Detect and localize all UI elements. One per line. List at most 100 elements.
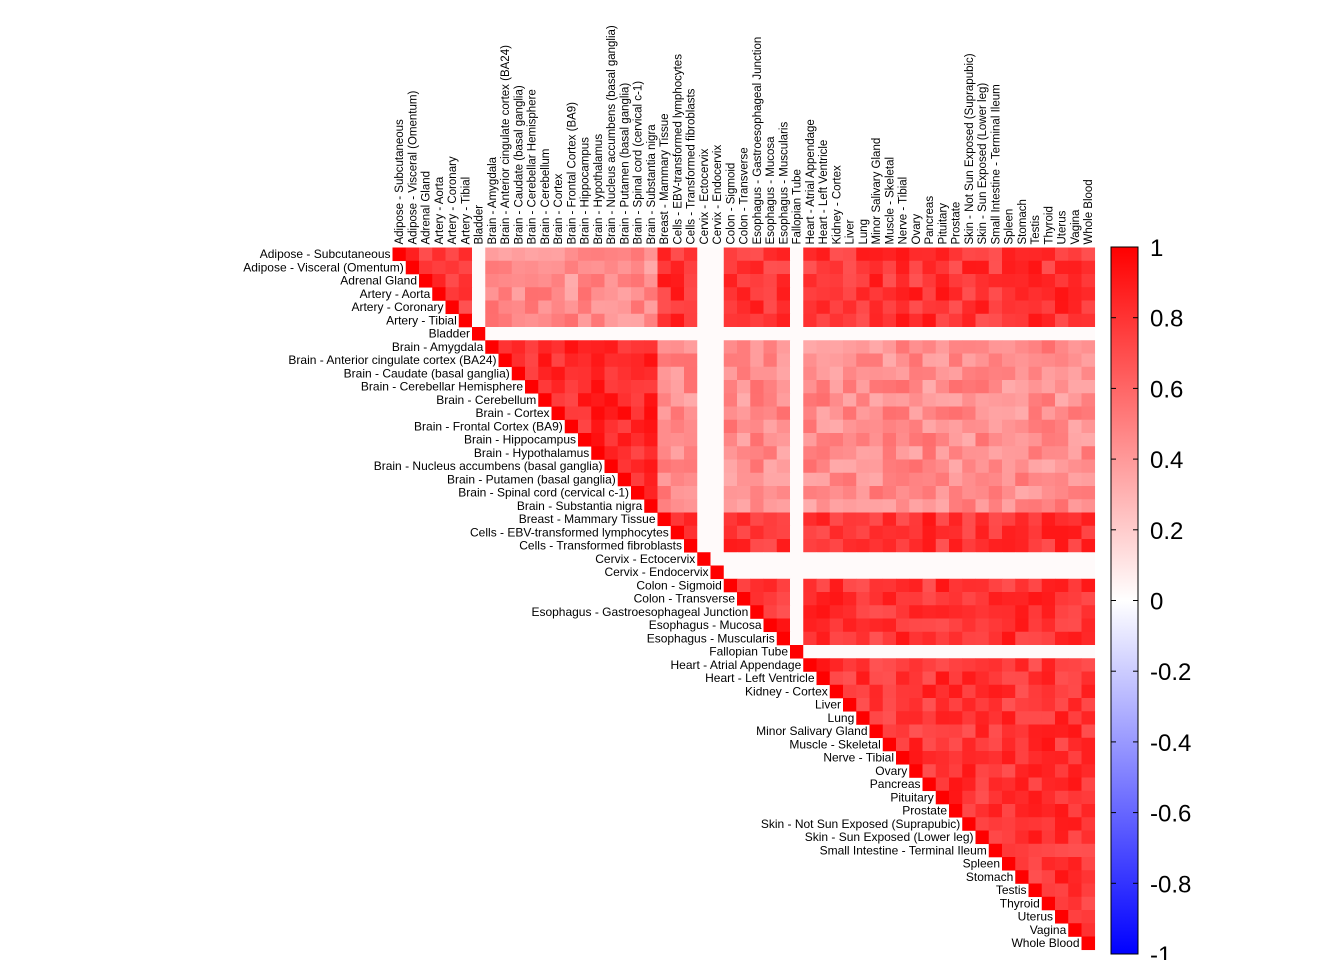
heatmap-cell [882,737,897,752]
heatmap-cell [525,366,539,381]
column-label: Esophagus - Gastroesophageal Junction [752,37,764,245]
heatmap-cell [922,380,937,394]
heatmap-cell [723,499,738,513]
heatmap-cell [617,327,632,341]
heatmap-cell [684,446,698,460]
heatmap-cell [1081,936,1096,951]
heatmap-cell [604,287,619,301]
heatmap-cell [405,247,420,262]
heatmap-cell [829,592,844,606]
heatmap-cell [591,433,605,447]
heatmap-cell [816,247,831,262]
heatmap-cell [684,247,698,262]
heatmap-cell [710,525,725,540]
heatmap-cell [975,737,990,752]
heatmap-cell [498,300,513,315]
heatmap-cell [538,353,552,368]
heatmap-cell [882,287,897,301]
heatmap-cell [922,605,937,619]
heatmap-cell [829,658,844,672]
heatmap-cell [829,433,844,447]
heatmap-cell [922,764,937,778]
heatmap-cell [856,645,870,659]
heatmap-cell [962,724,976,739]
colorbar-tick-label: 0.2 [1150,518,1183,545]
heatmap-cell [1015,737,1029,752]
heatmap-cell [1015,817,1029,831]
heatmap-cell [935,300,950,315]
heatmap-cell [737,393,751,407]
heatmap-cell [988,340,1003,354]
heatmap-cell [485,313,499,328]
heatmap-cell [1028,883,1043,898]
heatmap-cell [1081,353,1096,368]
heatmap-cell [551,393,566,407]
heatmap-cell [909,472,923,487]
heatmap-cell [988,327,1003,341]
heatmap-cell [737,486,751,500]
heatmap-cell [551,353,566,368]
heatmap-cell [843,380,857,394]
row-label: Minor Salivary Gland [756,724,867,738]
heatmap-cell [949,499,963,513]
heatmap-cell [856,618,870,633]
heatmap-cell [1015,711,1029,725]
heatmap-cell [843,366,857,381]
heatmap-cell [949,764,963,778]
heatmap-cell [1068,910,1082,924]
heatmap-cell [578,340,592,354]
heatmap-cell [1068,605,1082,619]
heatmap-cell [578,380,592,394]
heatmap-cell [538,327,552,341]
heatmap-cell [896,300,910,315]
heatmap-cell [697,260,711,275]
heatmap-cell [1015,459,1029,474]
heatmap-cell [1015,433,1029,447]
heatmap-cell [776,565,791,580]
heatmap-cell [1002,539,1016,553]
heatmap-cell [922,260,937,275]
heatmap-cell [1068,737,1082,752]
heatmap-cell [750,512,764,527]
heatmap-cell [1055,870,1069,884]
heatmap-cell [697,327,711,341]
column-label: Cervix - Ectocervix [699,148,711,244]
heatmap-cell [1041,260,1056,275]
heatmap-cell [816,340,831,354]
heatmap-cell [909,631,923,646]
heatmap-cell [657,472,672,487]
heatmap-cell [723,313,738,328]
heatmap-cell [737,433,751,447]
heatmap-cell [1015,247,1029,262]
heatmap-cell [710,380,725,394]
heatmap-cell [670,300,685,315]
heatmap-cell [1055,631,1069,646]
heatmap-cell [710,260,725,275]
heatmap-cell [1068,830,1082,845]
heatmap-cell [1055,777,1069,792]
heatmap-cell [1081,857,1096,871]
heatmap-cell [962,472,976,487]
heatmap-cell [909,658,923,672]
colorbar-tick-label: -0.2 [1150,659,1191,686]
heatmap-cell [896,737,910,752]
heatmap-cell [829,499,844,513]
heatmap-cell [949,406,963,421]
row-label: Brain - Cortex [475,406,549,420]
heatmap-cell [1081,671,1096,686]
colorbar-tick-label: -0.4 [1150,730,1191,757]
heatmap-cell [949,419,963,434]
heatmap-cell [975,313,990,328]
row-label: Ovary [875,764,907,778]
column-label: Skin - Not Sun Exposed (Suprapubic) [964,53,976,244]
heatmap-cell [604,393,619,407]
heatmap-cell [737,366,751,381]
heatmap-cell [909,300,923,315]
heatmap-cell [816,499,831,513]
heatmap-cell [803,247,817,262]
heatmap-cell [988,684,1003,699]
heatmap-cell [684,433,698,447]
heatmap-cell [882,300,897,315]
heatmap-cell [975,247,990,262]
heatmap-cell [684,366,698,381]
